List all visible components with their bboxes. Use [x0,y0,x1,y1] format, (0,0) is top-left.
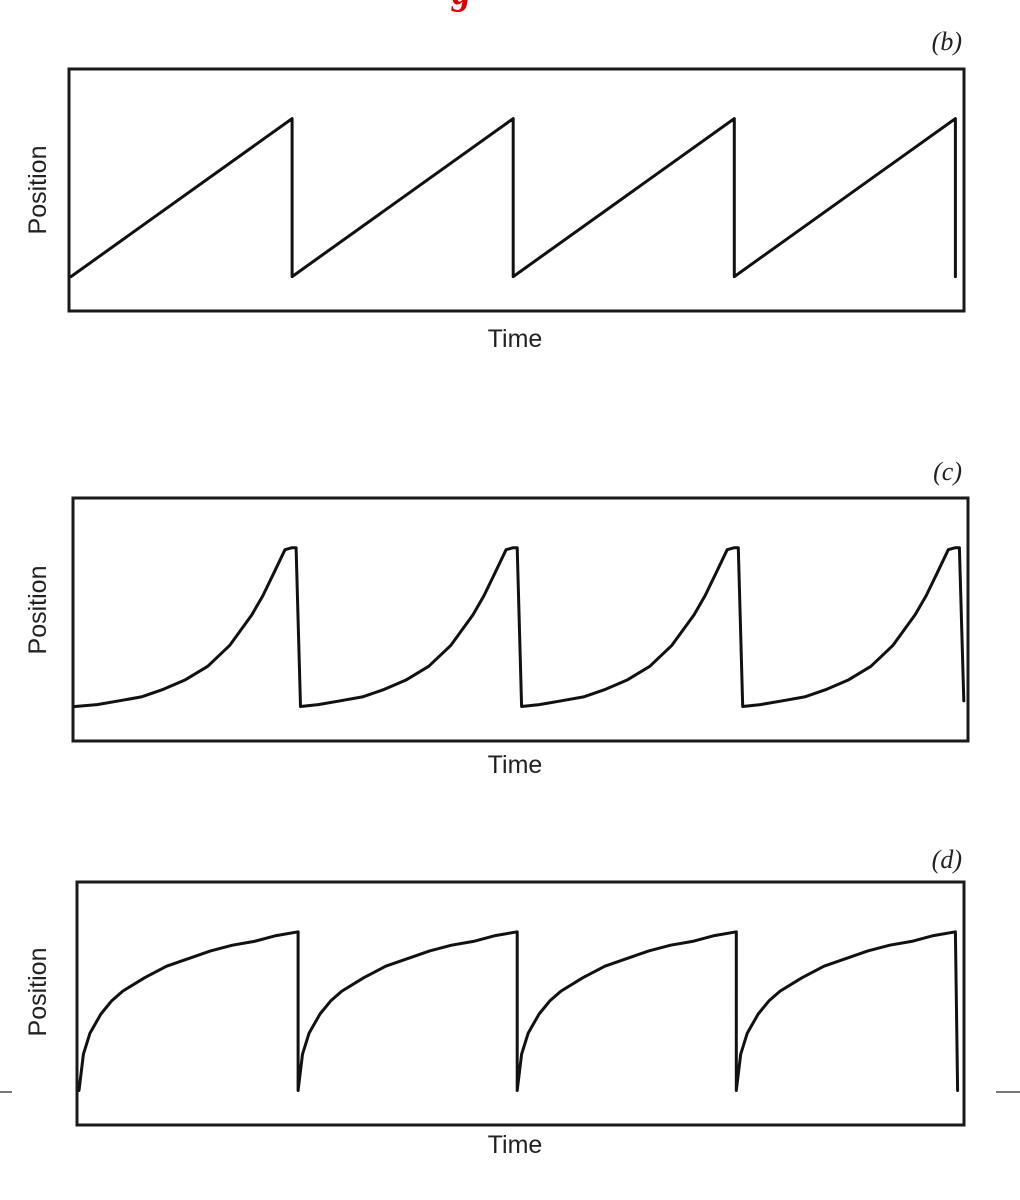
x-axis-label-d: Time [488,1131,543,1159]
x-axis-label-c: Time [488,751,543,779]
y-axis-label-b: Position [24,146,52,235]
chart-panel-c: (c) Position Time [24,457,970,779]
series-line-c [73,546,966,708]
plot-frame-c [71,496,970,743]
chart-panel-d: (d) Position Time [24,845,966,1159]
panel-label-b: (b) [932,27,962,56]
series-line-d [77,930,960,1092]
plot-frame-b [67,67,966,313]
chart-panel-b: (b) Position Time [24,27,966,353]
plot-frame-d [75,880,966,1127]
panel-label-c: (c) [933,457,962,486]
panel-label-d: (d) [932,845,962,874]
header-fragment: g [451,0,471,13]
x-axis-label-b: Time [488,325,543,353]
y-axis-label-d: Position [24,948,52,1037]
series-line-b [69,117,957,279]
y-axis-label-c: Position [24,566,52,655]
